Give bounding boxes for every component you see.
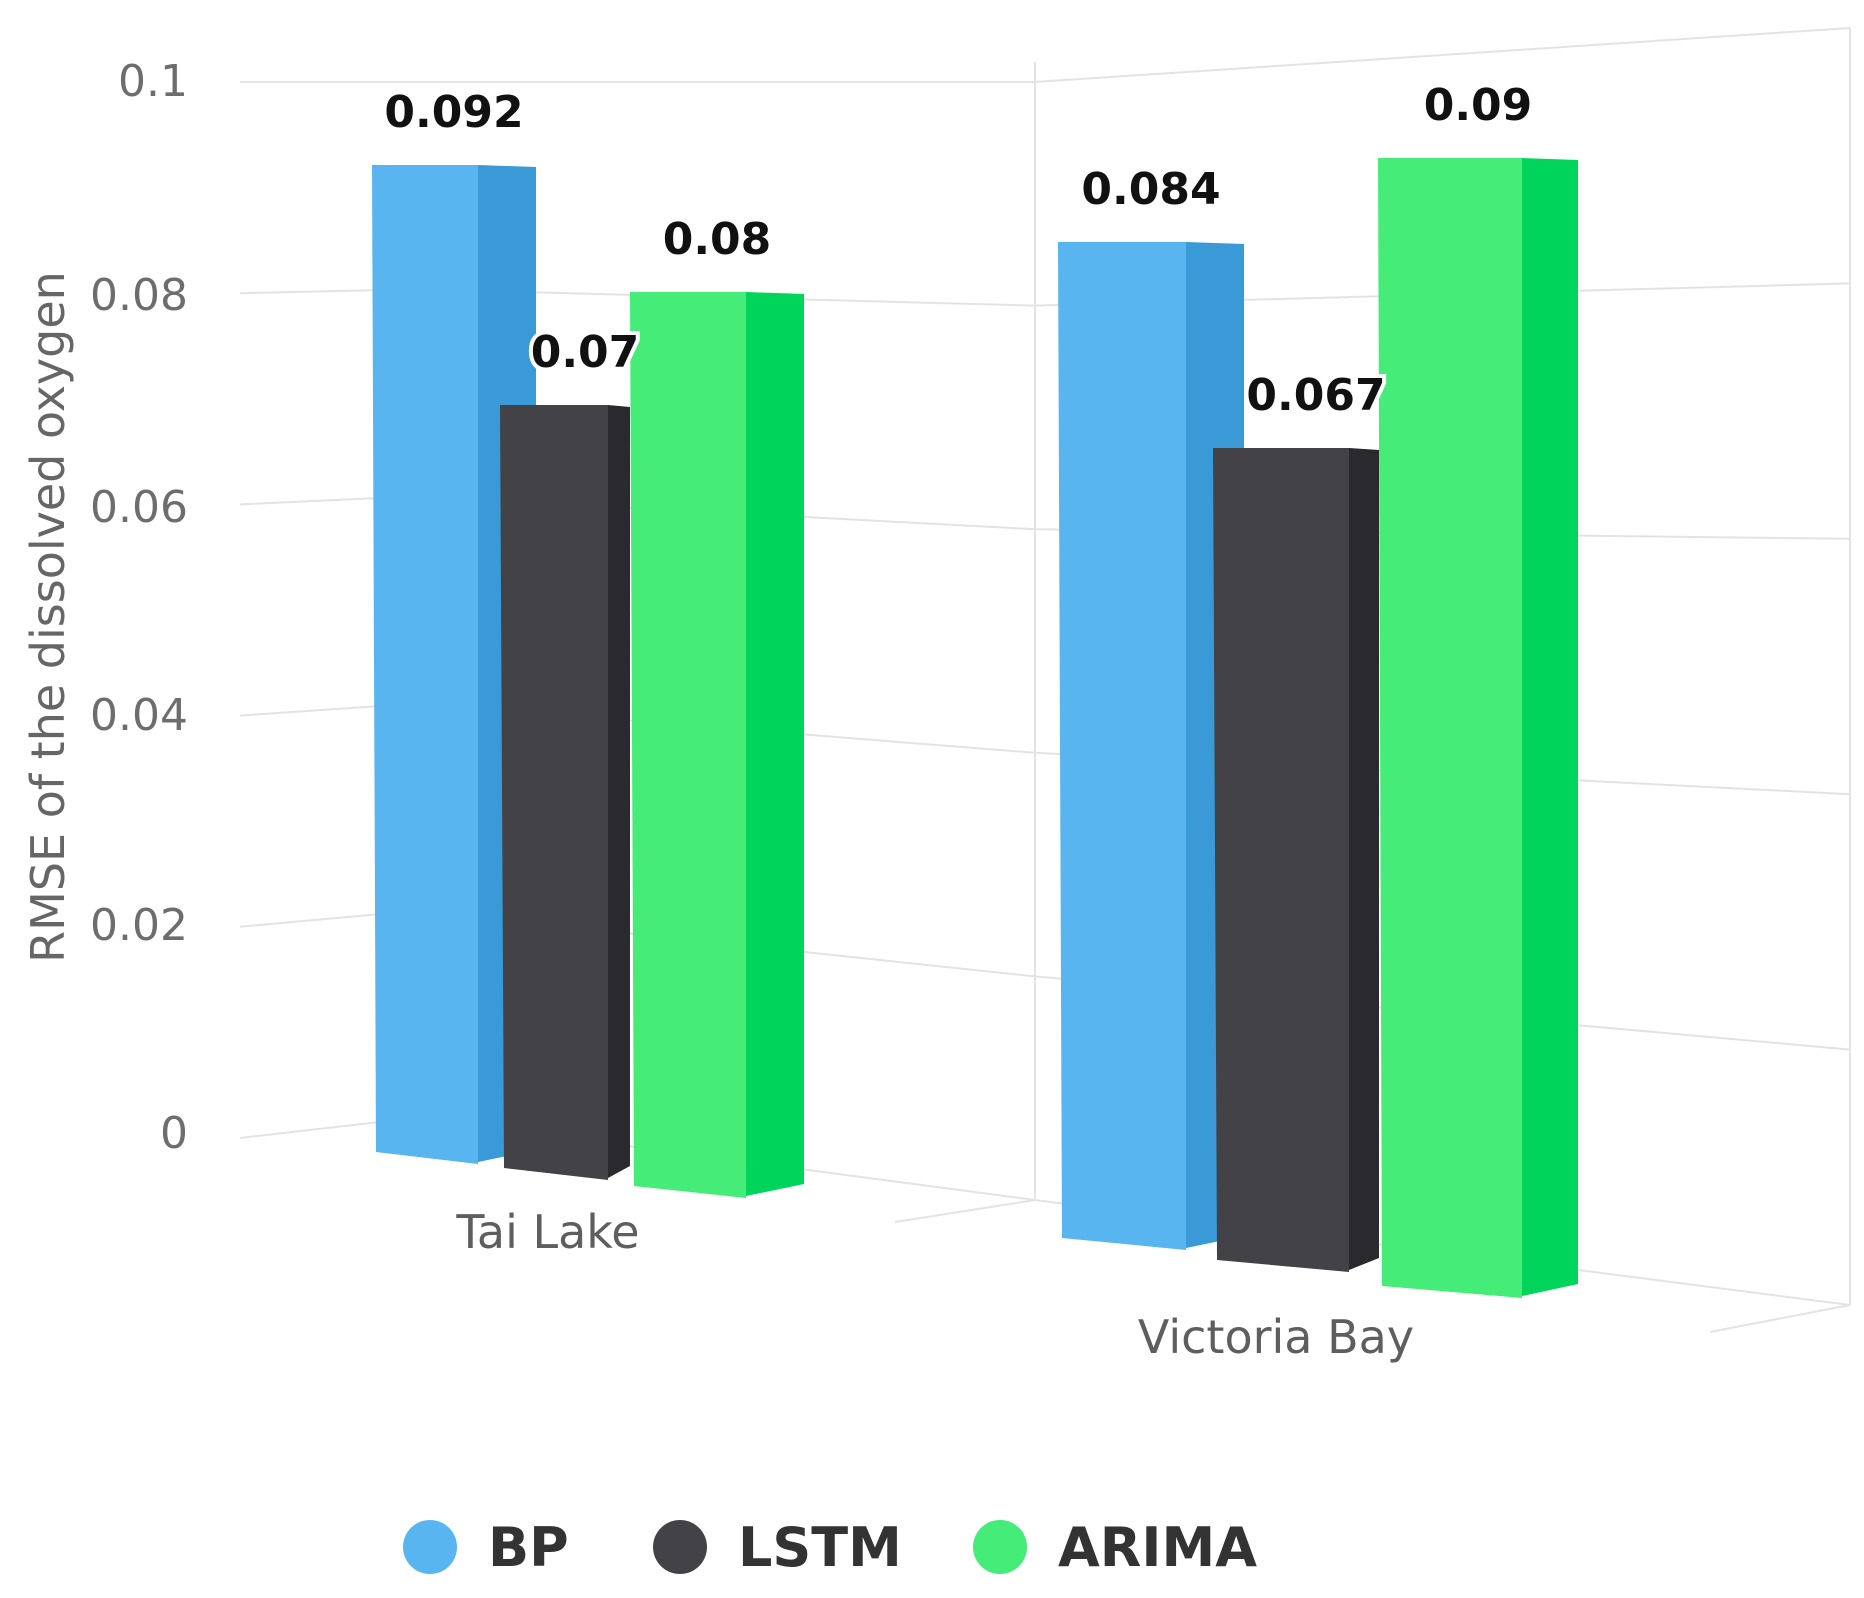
data-labels: 0.092 0.07 0.08 0.084 0.067 0.09 [380,76,1536,425]
y-tick-label: 0.02 [90,900,188,951]
y-tick-label: 0.06 [90,482,188,533]
x-axis-categories: Tai Lake Victoria Bay [455,1205,1414,1364]
bar-side [1522,158,1578,1296]
x-category-label: Tai Lake [455,1205,639,1259]
data-label: 0.067 [1246,370,1385,421]
floor-line [1709,1304,1851,1333]
data-label: 0.092 [384,87,523,138]
data-label: 0.08 [663,214,772,265]
legend-label: BP [488,1516,569,1579]
bar [1058,242,1186,1250]
y-axis-title: RMSE of the dissolved oxygen [21,271,75,963]
y-axis: 0 0.02 0.04 0.06 0.08 0.1 [90,56,188,1159]
legend-label: ARIMA [1058,1516,1257,1579]
data-label: 0.07 [531,327,640,378]
bar [1213,448,1349,1272]
bars [372,158,1578,1298]
y-tick-label: 0 [160,1108,188,1159]
y-tick-label: 0.04 [90,690,188,741]
bar [372,165,478,1164]
legend: BP LSTM ARIMA [403,1516,1257,1579]
floor-line [894,1199,1036,1223]
data-label: 0.09 [1424,80,1533,131]
data-label: 0.084 [1081,164,1220,215]
bar [1378,158,1522,1298]
bar-side [746,292,804,1196]
bar-side [608,405,630,1178]
legend-marker [973,1520,1027,1574]
x-category-label: Victoria Bay [1138,1310,1414,1364]
legend-label: LSTM [738,1516,902,1579]
bar [630,292,746,1198]
y-tick-label: 0.08 [90,270,188,321]
gridline [240,27,1851,83]
legend-marker [653,1520,707,1574]
bar-side [1349,448,1379,1270]
bar [500,405,608,1180]
y-tick-label: 0.1 [118,56,188,107]
legend-marker [403,1520,457,1574]
